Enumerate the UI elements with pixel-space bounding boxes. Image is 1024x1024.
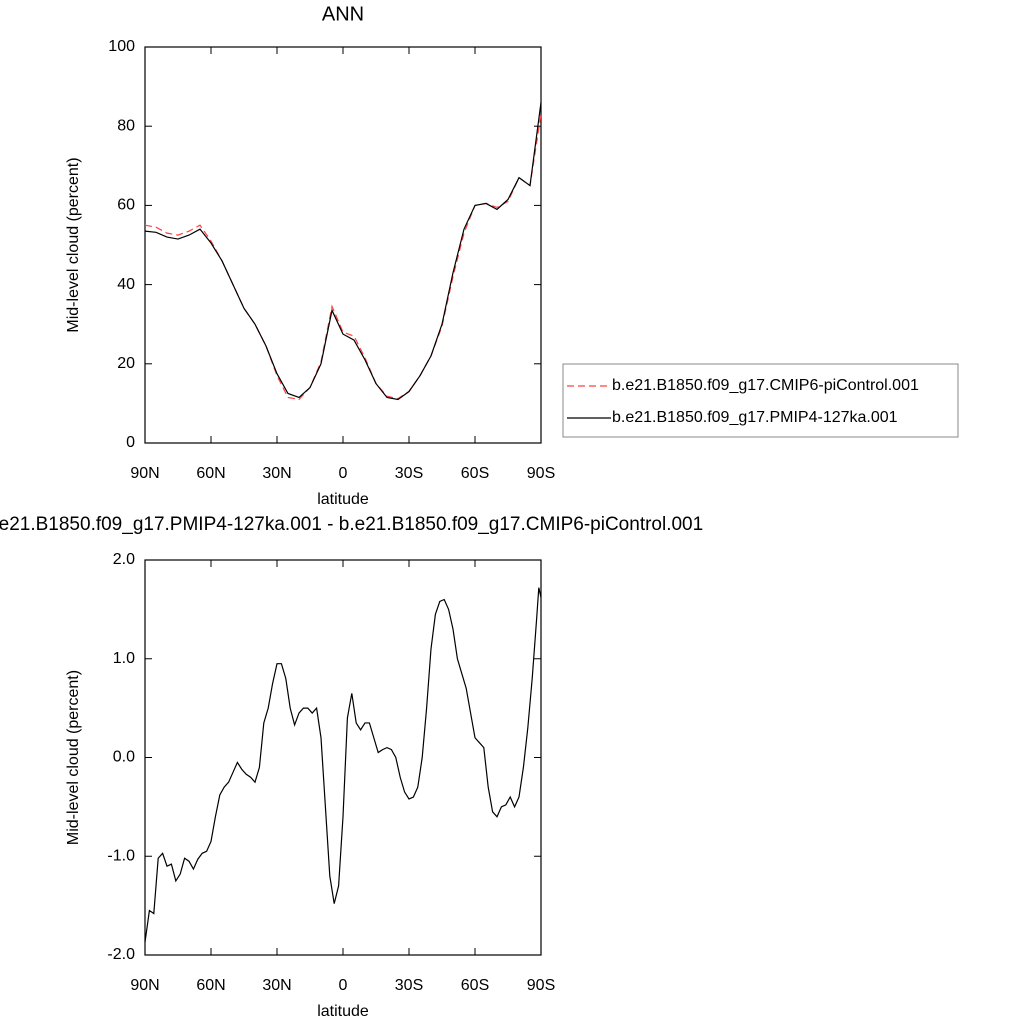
legend-label: b.e21.B1850.f09_g17.CMIP6-piControl.001 [612, 377, 919, 394]
data-line [144, 102, 542, 401]
y-tick-label: -2.0 [107, 946, 135, 963]
x-tick-label: 90N [130, 465, 159, 482]
plot-frame [144, 46, 542, 444]
y-tick-label: -1.0 [107, 847, 135, 864]
x-tick-label: 30S [395, 977, 423, 994]
y-tick-label: 40 [117, 276, 135, 293]
x-tick-label: 30S [395, 465, 423, 482]
x-tick-label: 0 [339, 977, 348, 994]
y-tick-label: 60 [117, 197, 135, 214]
x-axis-label: latitude [317, 1003, 369, 1020]
x-tick-label: 30N [262, 465, 291, 482]
x-tick-label: 60N [196, 977, 225, 994]
x-tick-label: 60S [461, 465, 489, 482]
data-line [144, 587, 542, 943]
y-tick-label: 0.0 [113, 749, 135, 766]
y-axis-label: Mid-level cloud (percent) [65, 157, 82, 332]
x-tick-label: 60N [196, 465, 225, 482]
y-tick-label: 0 [126, 434, 135, 451]
x-tick-label: 30N [262, 977, 291, 994]
y-tick-label: 2.0 [113, 551, 135, 568]
chart-title: ANN [322, 3, 364, 25]
data-line [144, 114, 542, 401]
y-tick-label: 1.0 [113, 650, 135, 667]
x-tick-label: 90N [130, 977, 159, 994]
x-tick-label: 90S [527, 977, 555, 994]
y-axis-label: Mid-level cloud (percent) [65, 670, 82, 845]
y-tick-label: 20 [117, 355, 135, 372]
x-axis-label: latitude [317, 491, 369, 508]
y-tick-label: 80 [117, 117, 135, 134]
plot-frame [144, 559, 542, 956]
x-tick-label: 0 [339, 465, 348, 482]
x-tick-label: 60S [461, 977, 489, 994]
chart-title: b.e21.B1850.f09_g17.PMIP4-127ka.001 - b.… [0, 514, 703, 535]
y-tick-label: 100 [108, 38, 135, 55]
x-tick-label: 90S [527, 465, 555, 482]
legend-box [562, 363, 959, 438]
legend-label: b.e21.B1850.f09_g17.PMIP4-127ka.001 [612, 409, 898, 426]
